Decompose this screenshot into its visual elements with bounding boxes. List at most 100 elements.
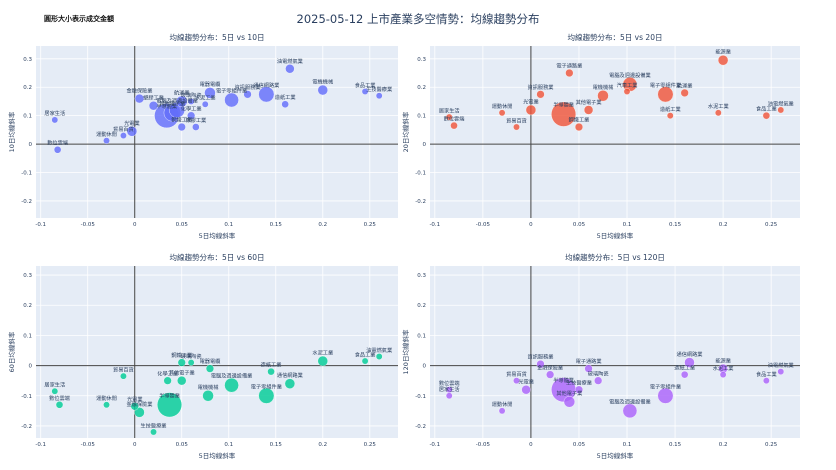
bubble-point[interactable] bbox=[187, 111, 196, 120]
bubble-point[interactable] bbox=[574, 385, 584, 394]
bubble-label: 生技醫療業 bbox=[566, 378, 592, 386]
y-tick-label: -0.1 bbox=[415, 171, 426, 177]
bubble-point[interactable] bbox=[521, 385, 531, 395]
bubble-point[interactable] bbox=[267, 367, 275, 376]
bubble-point[interactable] bbox=[192, 123, 200, 131]
bubble-point[interactable] bbox=[258, 387, 275, 404]
bubble-point[interactable] bbox=[53, 146, 62, 154]
bubble-point[interactable] bbox=[375, 353, 383, 360]
bubble-point[interactable] bbox=[51, 116, 59, 124]
bubble-point[interactable] bbox=[450, 121, 458, 130]
bubble-point[interactable] bbox=[680, 88, 689, 97]
bubble-point[interactable] bbox=[361, 357, 369, 365]
bubble-point[interactable] bbox=[157, 392, 182, 418]
bubble-point[interactable] bbox=[204, 87, 216, 99]
bubble-point[interactable] bbox=[176, 95, 188, 108]
bubble-point[interactable] bbox=[762, 111, 771, 120]
bubble-point[interactable] bbox=[51, 387, 59, 395]
bubble-point[interactable] bbox=[762, 377, 770, 385]
bubble-point[interactable] bbox=[243, 90, 252, 99]
bubble-point[interactable] bbox=[224, 377, 239, 393]
bubble-point[interactable] bbox=[202, 390, 214, 402]
bubble-point[interactable] bbox=[187, 359, 195, 366]
bubble-point[interactable] bbox=[120, 132, 127, 139]
bubble-point[interactable] bbox=[584, 364, 593, 373]
bubble-point[interactable] bbox=[205, 364, 215, 373]
y-tick-label: -0.2 bbox=[415, 199, 426, 205]
bubble-point[interactable] bbox=[594, 376, 603, 385]
bubble-point[interactable] bbox=[258, 86, 275, 103]
x-tick-label: 0.05 bbox=[573, 442, 586, 448]
bubble-point[interactable] bbox=[563, 396, 576, 408]
bubble-point[interactable] bbox=[284, 378, 296, 389]
x-tick-label: 0.2 bbox=[719, 222, 728, 228]
bubble-point[interactable] bbox=[583, 105, 594, 115]
bubble-point[interactable] bbox=[150, 428, 157, 436]
bubble-point[interactable] bbox=[657, 86, 674, 103]
bubble-point[interactable] bbox=[224, 92, 239, 108]
bubble-point[interactable] bbox=[375, 92, 383, 100]
y-tick-label: 0.3 bbox=[417, 273, 426, 279]
bubble-point[interactable] bbox=[597, 90, 609, 102]
bubble-point[interactable] bbox=[666, 112, 674, 120]
bubble-point[interactable] bbox=[777, 106, 785, 114]
bubble-point[interactable] bbox=[574, 122, 584, 132]
plot-area bbox=[36, 46, 398, 218]
bubble-point[interactable] bbox=[177, 375, 187, 386]
bubble-point[interactable] bbox=[177, 122, 186, 132]
bubble-point[interactable] bbox=[657, 387, 674, 404]
bubble-point[interactable] bbox=[103, 401, 110, 409]
bubble-point[interactable] bbox=[623, 88, 631, 95]
bubble-point[interactable] bbox=[285, 64, 295, 74]
bubble-point[interactable] bbox=[546, 370, 555, 379]
x-tick-label: 0.15 bbox=[270, 442, 283, 448]
bubble-label: 半導體業 bbox=[159, 391, 180, 399]
bubble-label: 玻璃陶瓷 bbox=[181, 352, 202, 360]
x-tick-label: -0.1 bbox=[429, 442, 440, 448]
bubble-point[interactable] bbox=[513, 123, 520, 131]
x-tick-label: 0.05 bbox=[573, 222, 586, 228]
bubble-point[interactable] bbox=[680, 370, 689, 379]
y-tick-label: 0.2 bbox=[23, 303, 32, 309]
bubble-point[interactable] bbox=[361, 88, 369, 95]
x-tick-label: 0.15 bbox=[669, 222, 682, 228]
bubble-point[interactable] bbox=[513, 377, 520, 385]
bubble-point[interactable] bbox=[717, 55, 729, 66]
bubble-point[interactable] bbox=[777, 368, 785, 375]
bubble-point[interactable] bbox=[130, 402, 139, 411]
bubble-point[interactable] bbox=[317, 84, 328, 96]
subplot-3: -0.1 -0.05 0 0.05 0.1 0.15 0.2 0.25 -0.2 -0.1 0 0.1… bbox=[7, 252, 398, 460]
bubble-point[interactable] bbox=[281, 100, 289, 109]
bubble-point[interactable] bbox=[719, 371, 727, 378]
bubble-point[interactable] bbox=[525, 104, 537, 116]
bubble-point[interactable] bbox=[445, 392, 453, 400]
bubble-point[interactable] bbox=[187, 98, 195, 105]
bubble-point[interactable] bbox=[536, 359, 545, 369]
bubble-point[interactable] bbox=[498, 109, 506, 117]
bubble-point[interactable] bbox=[551, 101, 577, 127]
x-tick-label: -0.1 bbox=[35, 442, 46, 448]
bubble-point[interactable] bbox=[714, 109, 722, 117]
bubble-point[interactable] bbox=[163, 376, 172, 385]
x-tick-label: -0.05 bbox=[476, 222, 491, 228]
bubble-point[interactable] bbox=[498, 407, 506, 415]
bubble-point[interactable] bbox=[148, 101, 159, 111]
bubble-point[interactable] bbox=[684, 357, 695, 368]
y-tick-label: 0 bbox=[29, 364, 33, 370]
bubble-point[interactable] bbox=[126, 126, 138, 137]
bubble-point[interactable] bbox=[565, 68, 574, 78]
bubble-point[interactable] bbox=[177, 358, 186, 367]
bubble-point[interactable] bbox=[134, 407, 145, 418]
bubble-point[interactable] bbox=[55, 401, 64, 409]
bubble-point[interactable] bbox=[622, 403, 638, 419]
bubble-point[interactable] bbox=[120, 372, 127, 380]
bubble-point[interactable] bbox=[445, 113, 453, 121]
bubble-point[interactable] bbox=[317, 355, 328, 367]
bubble-point[interactable] bbox=[536, 90, 545, 99]
bubble-label: 光電業 bbox=[127, 395, 143, 403]
y-tick-label: 0.3 bbox=[23, 57, 32, 63]
bubble-point[interactable] bbox=[103, 137, 110, 145]
bubble-point[interactable] bbox=[134, 93, 145, 104]
bubble-point[interactable] bbox=[201, 100, 209, 108]
